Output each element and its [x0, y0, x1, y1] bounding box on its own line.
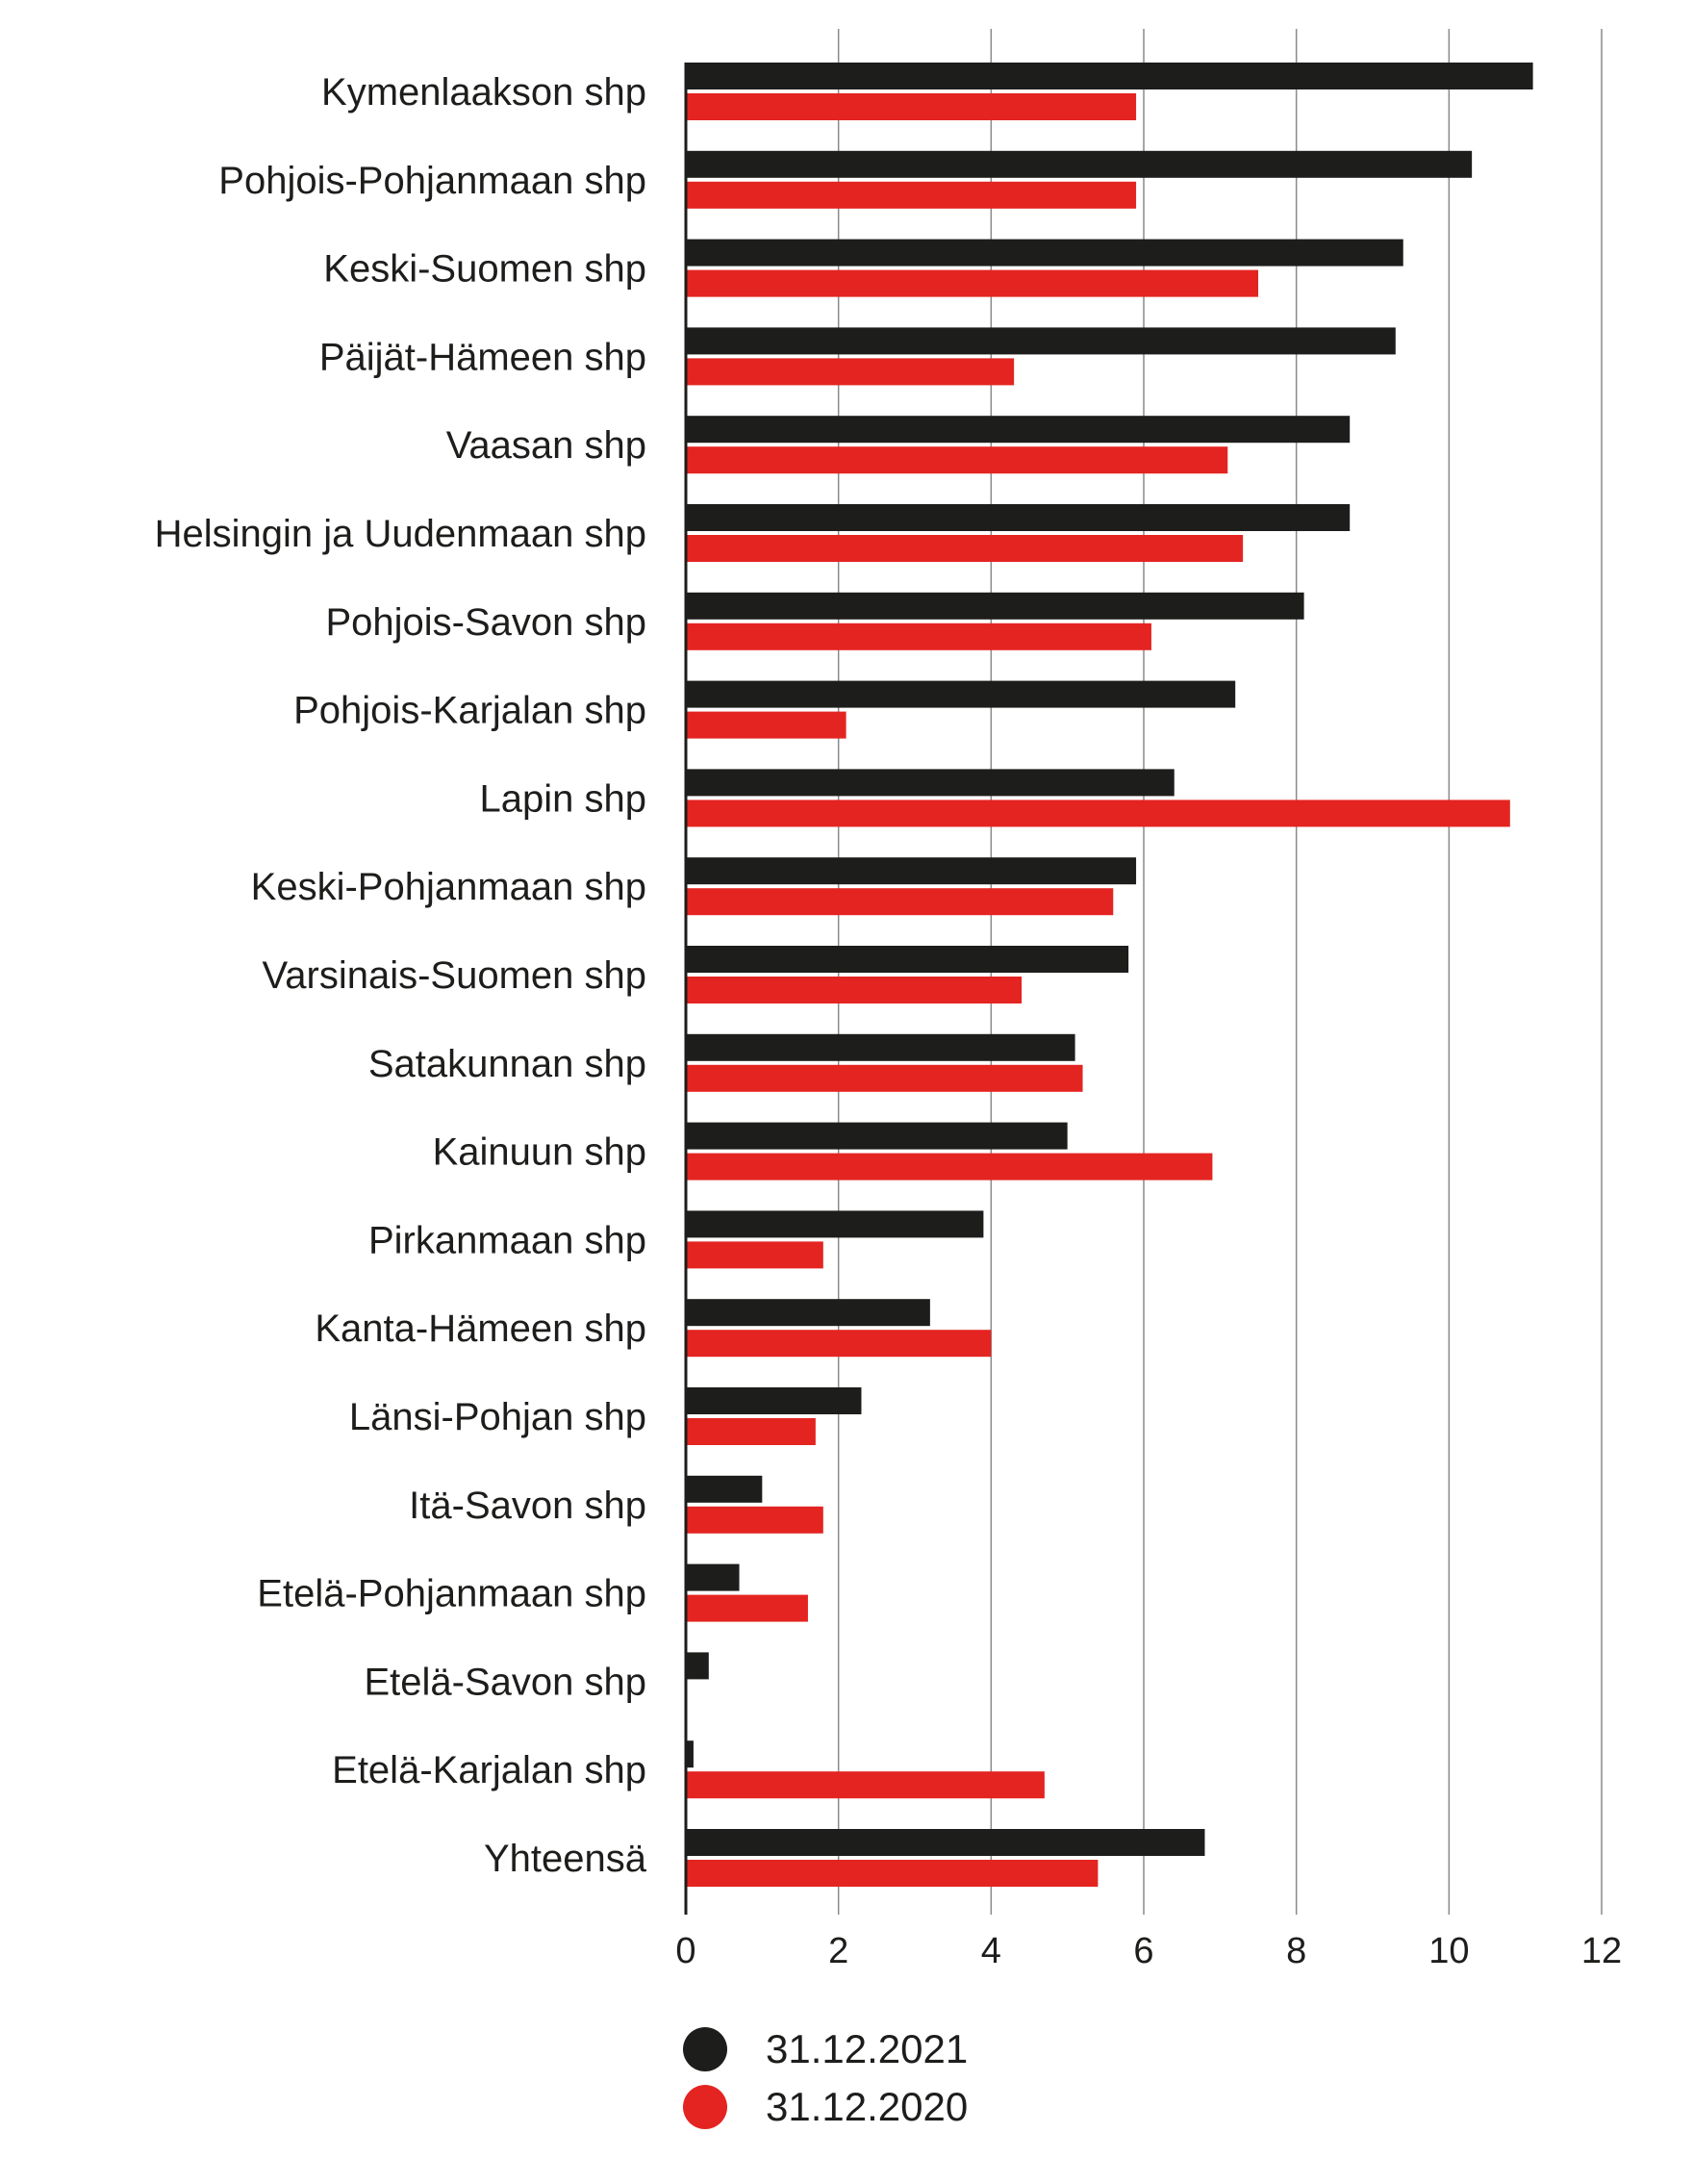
bar-2020 [686, 800, 1510, 827]
x-tick-label: 0 [675, 1931, 695, 1971]
bar-2021 [686, 239, 1403, 267]
bar-2020 [686, 269, 1258, 297]
bar-2020 [686, 181, 1137, 209]
bar-2020 [686, 1418, 816, 1445]
bar-2020 [686, 1064, 1083, 1092]
bar-2020 [686, 1330, 992, 1358]
bar-2021 [686, 1122, 1068, 1150]
bar-2020 [686, 622, 1151, 650]
category-label: Länsi-Pohjan shp [349, 1396, 646, 1438]
bar-2020 [686, 358, 1015, 386]
bar-2020 [686, 1506, 823, 1534]
legend-swatch-2021 [683, 2027, 727, 2071]
bar-2021 [686, 1740, 694, 1768]
category-label: Keski-Suomen shp [323, 248, 646, 291]
bar-2021 [686, 769, 1175, 797]
bar-2020 [686, 1241, 823, 1269]
category-label: Pohjois-Pohjanmaan shp [218, 160, 646, 202]
bar-2021 [686, 857, 1137, 885]
category-label: Pohjois-Karjalan shp [293, 690, 646, 732]
legend-swatch-2020 [683, 2085, 727, 2129]
bar-2021 [686, 416, 1351, 444]
category-label: Pirkanmaan shp [368, 1219, 646, 1261]
bar-2021 [686, 1563, 740, 1591]
category-label: Itä-Savon shp [409, 1485, 646, 1527]
x-axis-ticks: 0 2 4 6 8 10 12 [675, 1931, 1622, 1971]
category-label: Keski-Pohjanmaan shp [251, 866, 646, 908]
category-label: Päijät-Hämeen shp [319, 336, 646, 378]
bar-2021 [686, 1299, 930, 1327]
x-tick-label: 10 [1428, 1931, 1469, 1971]
bar-2021 [686, 1387, 862, 1414]
bar-2021 [686, 680, 1236, 708]
category-label: Pohjois-Savon shp [325, 601, 646, 644]
bar-2021 [686, 1829, 1205, 1856]
bars [686, 63, 1533, 1887]
category-label: Vaasan shp [446, 424, 646, 467]
legend-label-2020: 31.12.2020 [766, 2084, 969, 2129]
bar-2020 [686, 1594, 808, 1622]
x-tick-label: 4 [981, 1931, 1001, 1971]
bar-2021 [686, 327, 1396, 355]
bar-2020 [686, 977, 1023, 1003]
category-label: Helsingin ja Uudenmaan shp [155, 513, 646, 555]
bar-2020 [686, 888, 1114, 916]
bar-2021 [686, 63, 1533, 89]
legend-item-2020: 31.12.2020 [683, 2078, 968, 2136]
legend: 31.12.2021 31.12.2020 [683, 2020, 968, 2136]
x-tick-label: 8 [1286, 1931, 1306, 1971]
bar-2020 [686, 1771, 1045, 1799]
bar-chart: Kymenlaakson shp Pohjois-Pohjanmaan shp Ke… [155, 29, 1622, 1971]
category-label: Etelä-Karjalan shp [332, 1749, 646, 1791]
x-tick-label: 6 [1133, 1931, 1153, 1971]
bar-2020 [686, 1860, 1099, 1887]
category-label: Kainuun shp [433, 1131, 646, 1174]
category-label: Kanta-Hämeen shp [315, 1308, 646, 1350]
legend-item-2021: 31.12.2021 [683, 2020, 968, 2078]
bar-2021 [686, 946, 1129, 973]
bar-2021 [686, 504, 1351, 531]
bar-2021 [686, 1210, 984, 1238]
category-label: Etelä-Pohjanmaan shp [257, 1573, 646, 1615]
category-label: Varsinais-Suomen shp [263, 954, 646, 997]
category-label: Kymenlaakson shp [321, 71, 646, 114]
bar-2021 [686, 1033, 1075, 1061]
bar-2021 [686, 1475, 763, 1503]
bar-2021 [686, 592, 1304, 620]
category-label: Etelä-Savon shp [364, 1661, 646, 1703]
category-label: Lapin shp [480, 777, 646, 820]
bar-2021 [686, 1652, 709, 1680]
bar-2020 [686, 446, 1228, 474]
bar-2020 [686, 1153, 1213, 1181]
bar-2020 [686, 93, 1137, 120]
legend-label-2021: 31.12.2021 [766, 2026, 969, 2071]
bar-2020 [686, 535, 1244, 562]
bar-2020 [686, 711, 846, 739]
bar-2021 [686, 150, 1473, 178]
category-label: Satakunnan shp [368, 1043, 646, 1085]
category-label: Yhteensä [484, 1838, 647, 1880]
x-tick-label: 12 [1581, 1931, 1622, 1971]
category-labels: Kymenlaakson shp Pohjois-Pohjanmaan shp Ke… [155, 71, 647, 1880]
x-tick-label: 2 [828, 1931, 848, 1971]
